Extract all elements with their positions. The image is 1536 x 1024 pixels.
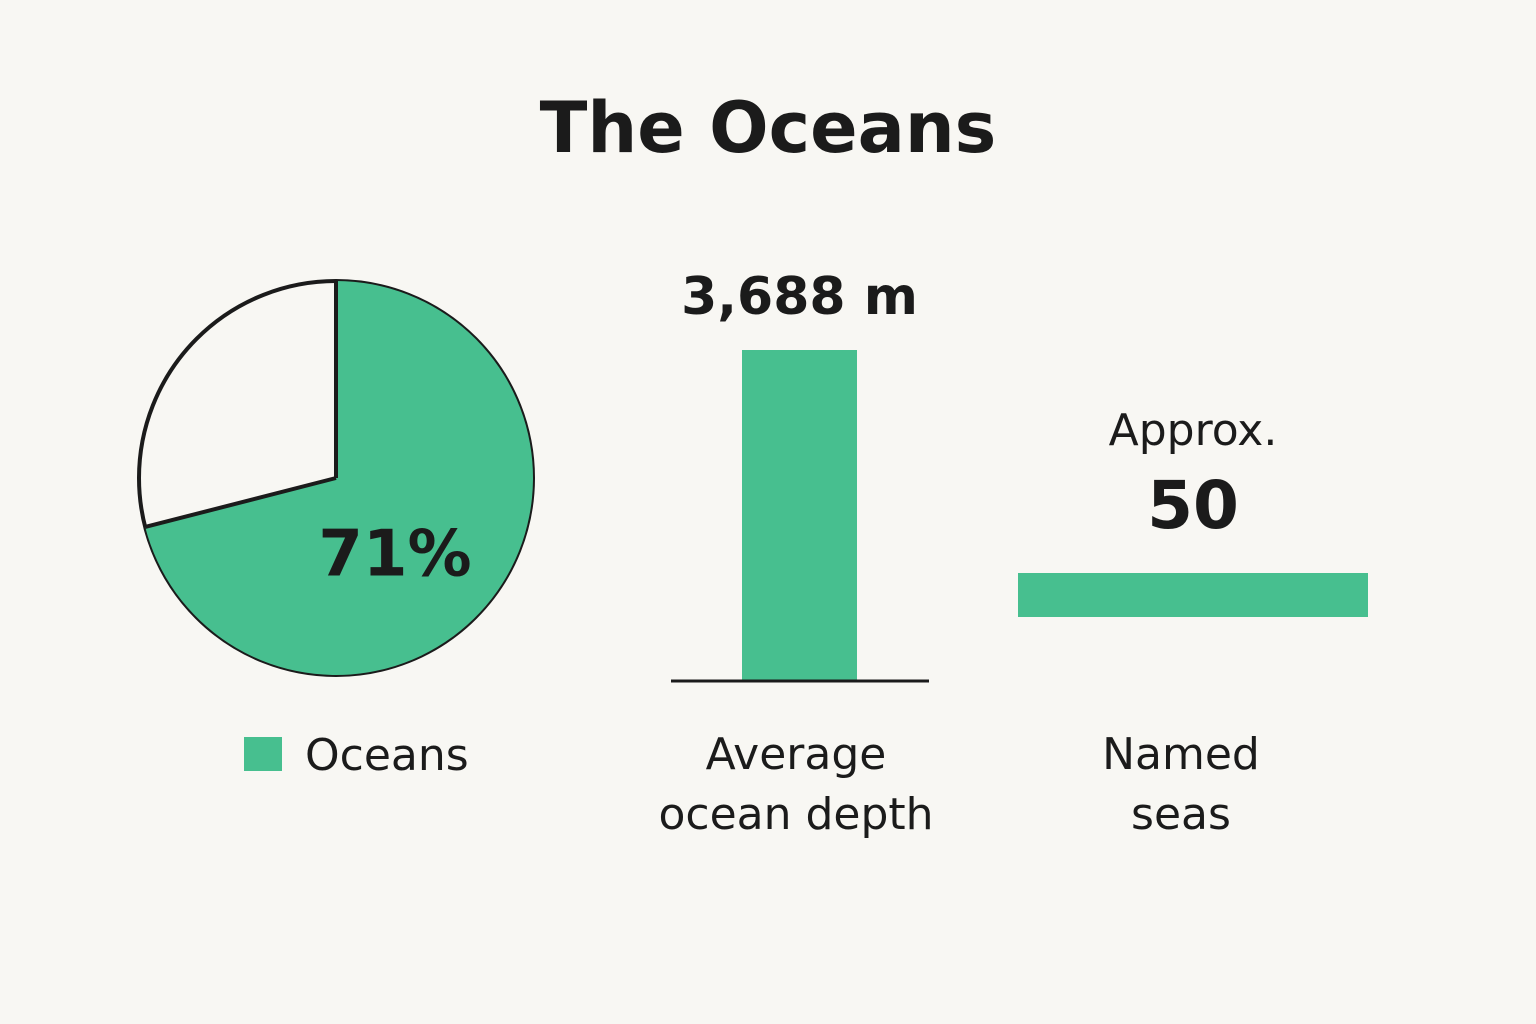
- bar: [1018, 573, 1368, 617]
- legend-swatch: [244, 737, 282, 771]
- category-label: Named seas: [1102, 729, 1260, 840]
- data-label: 3,688 m: [681, 267, 918, 327]
- bar: [742, 350, 857, 681]
- chart-title: The Oceans: [539, 87, 997, 169]
- legend-label: Oceans: [305, 730, 469, 781]
- pie-slice: [145, 281, 533, 675]
- annotation: Approx.: [1109, 405, 1278, 456]
- category-label: Average ocean depth: [658, 729, 934, 840]
- slice-edge: [144, 476, 337, 529]
- data-label: 71%: [318, 518, 471, 592]
- data-label: 50: [1147, 467, 1239, 544]
